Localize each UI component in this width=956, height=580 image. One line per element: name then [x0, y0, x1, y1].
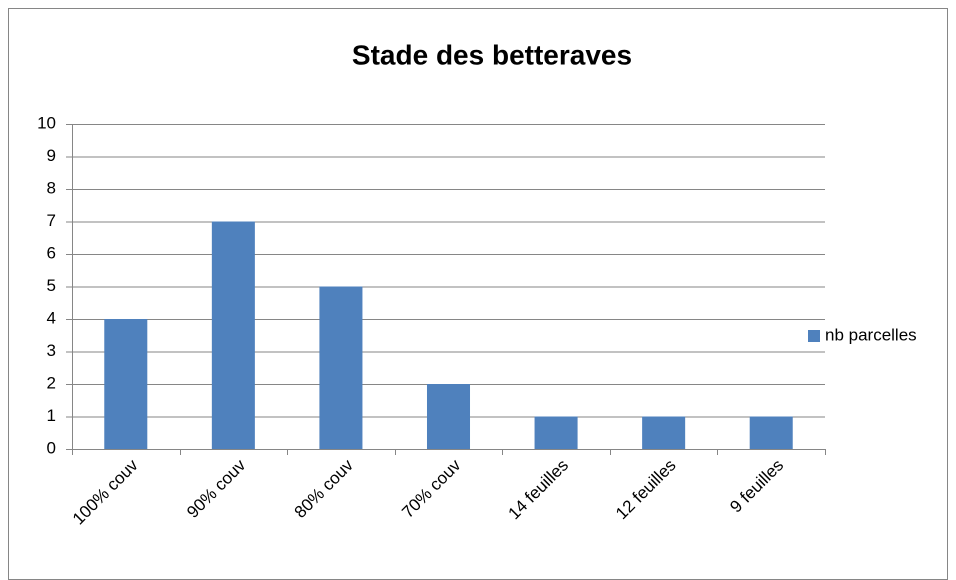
bar [426, 384, 471, 449]
bar [749, 416, 793, 449]
chart-title: Stade des betteraves [352, 39, 632, 70]
y-tick-label: 10 [37, 113, 56, 132]
y-tick-label: 3 [47, 341, 56, 360]
y-tick-label: 6 [47, 243, 56, 262]
y-tick-label: 7 [47, 211, 56, 230]
bar [104, 319, 148, 449]
y-tick-label: 4 [47, 308, 56, 327]
legend-label: nb parcelles [825, 325, 917, 344]
y-tick-label: 2 [47, 373, 56, 392]
y-tick-label: 8 [47, 178, 56, 197]
bar [319, 286, 363, 449]
y-tick-label: 1 [47, 406, 56, 425]
legend-swatch [808, 330, 820, 342]
y-tick-label: 0 [47, 438, 56, 457]
bar [642, 416, 686, 449]
bar [534, 416, 578, 449]
y-tick-label: 5 [47, 276, 56, 295]
y-tick-label: 9 [47, 146, 56, 165]
bar [211, 221, 255, 449]
chart-frame [8, 8, 948, 580]
